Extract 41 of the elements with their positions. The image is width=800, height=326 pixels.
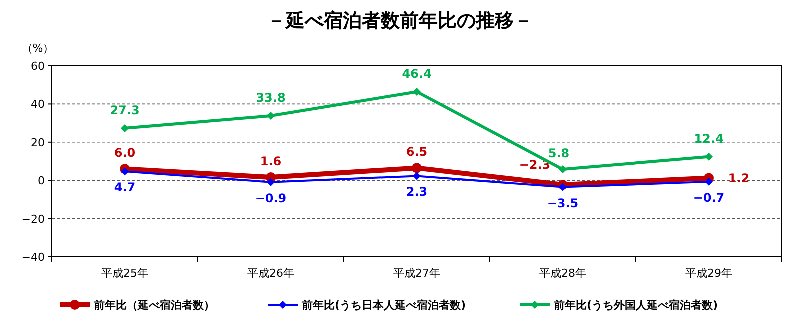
x-tick-label: 平成25年: [102, 267, 148, 280]
chart-title: －延べ宿泊者数前年比の推移－: [267, 10, 533, 32]
data-label: 5.8: [548, 146, 570, 161]
y-axis-title: （%）: [22, 42, 54, 55]
point: [267, 178, 275, 186]
data-label: 4.7: [114, 180, 136, 195]
legend-label: 前年比(うち外国人延べ宿泊者数): [553, 299, 718, 312]
data-label: 12.4: [694, 132, 724, 146]
data-label: −0.7: [693, 190, 725, 205]
legend-label: 前年比（延べ宿泊者数）: [93, 299, 215, 312]
data-label: 1.6: [260, 154, 282, 169]
point: [705, 178, 713, 186]
data-label: 27.3: [110, 103, 140, 118]
legend-label: 前年比(うち日本人延べ宿泊者数): [301, 299, 466, 312]
x-tick-label: 平成29年: [686, 267, 732, 280]
point: [267, 112, 275, 120]
point: [413, 88, 421, 96]
data-label: 33.8: [256, 91, 286, 106]
y-tick-label: 20: [31, 136, 45, 150]
point: [559, 166, 567, 174]
data-label: 2.3: [406, 185, 428, 200]
x-tick-label: 平成28年: [540, 267, 586, 280]
data-label: 46.4: [402, 66, 432, 81]
point: [121, 168, 129, 176]
point: [413, 172, 421, 180]
data-label: −3.5: [547, 196, 579, 210]
y-tick-label: 0: [38, 174, 45, 188]
y-tick-label: 40: [31, 98, 45, 112]
point: [412, 163, 422, 174]
data-label: 6.0: [114, 146, 136, 160]
data-label: −0.9: [255, 191, 287, 206]
y-tick-label: −20: [22, 212, 45, 226]
point: [705, 152, 713, 161]
x-tick-label: 平成26年: [248, 267, 294, 280]
x-tick-label: 平成27年: [394, 267, 440, 280]
data-label: 6.5: [406, 145, 428, 160]
y-tick-label: −40: [22, 251, 45, 264]
point: [121, 124, 129, 132]
data-label: 1.2: [728, 171, 750, 186]
y-tick-label: 60: [31, 60, 45, 73]
point: [559, 183, 567, 192]
